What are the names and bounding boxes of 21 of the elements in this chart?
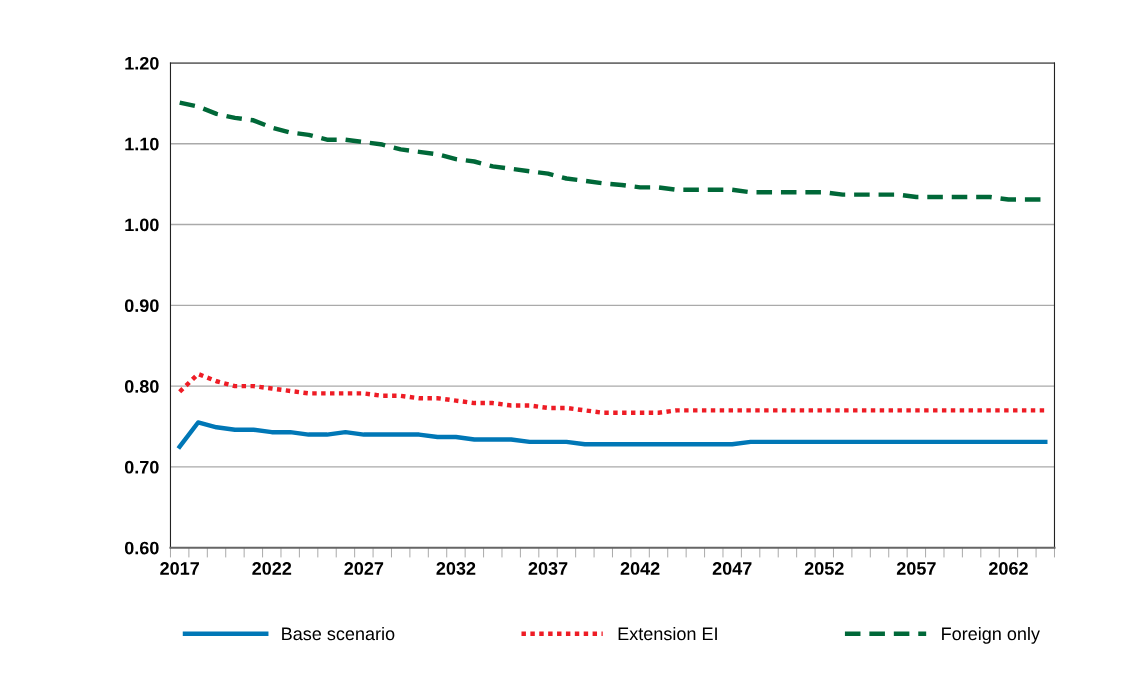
x-tick-label: 2027	[344, 562, 384, 575]
x-tick-label: 2022	[252, 562, 292, 575]
x-tick-label: 2017	[160, 562, 199, 575]
y-tick-label: 0.80	[124, 380, 159, 393]
legend-label: Extension EI	[618, 626, 717, 641]
x-tick-label: 2032	[436, 562, 476, 575]
y-tick-label: 1.20	[125, 56, 159, 70]
x-tick-label: 2042	[620, 562, 660, 575]
x-tick-label: 2047	[712, 562, 752, 575]
y-tick-label: 0.60	[124, 541, 159, 555]
y-tick-label: 0.90	[124, 299, 159, 313]
y-tick-label: 0.70	[124, 460, 159, 474]
x-tick-label: 2057	[896, 562, 936, 575]
y-tick-label: 1.10	[125, 137, 159, 151]
x-tick-label: 2052	[804, 562, 844, 575]
line-series	[177, 420, 1048, 449]
x-tick-label: 2037	[528, 562, 568, 575]
legend-label: Base scenario	[282, 626, 395, 641]
x-tick-label: 2062	[988, 562, 1028, 575]
legend-label: Foreign only	[942, 626, 1040, 644]
y-tick-label: 1.00	[125, 218, 159, 232]
